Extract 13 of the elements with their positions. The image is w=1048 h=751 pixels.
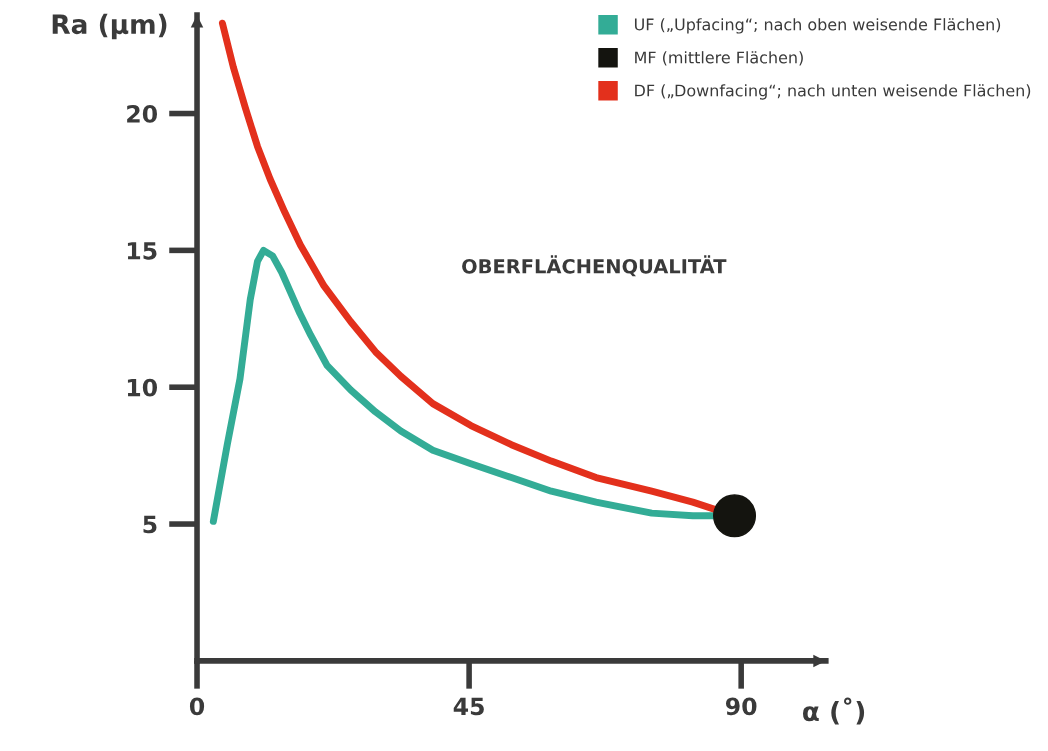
y-axis-title: Ra (µm): [52, 13, 167, 40]
legend-label: UF („Upfacing“; nach oben weisende Flächen): [634, 18, 1001, 34]
x-axis-title: α (˚): [802, 697, 865, 725]
annotation: OBERFLÄCHENQUALITÄT: [462, 255, 727, 277]
x-tick-label: 0: [189, 697, 205, 716]
legend-label: DF („Downfacing“; nach unten weisende Flächen): [635, 84, 1031, 100]
x-tick-label: 45: [453, 697, 484, 716]
y-tick-label: 5: [143, 515, 157, 534]
legend-label: MF (mittlere Flächen): [635, 51, 803, 66]
y-tick-label: 20: [127, 104, 158, 123]
x-tick-label: 90: [725, 697, 757, 716]
y-tick-label: 10: [127, 378, 158, 397]
y-tick-label: 15: [127, 242, 157, 260]
